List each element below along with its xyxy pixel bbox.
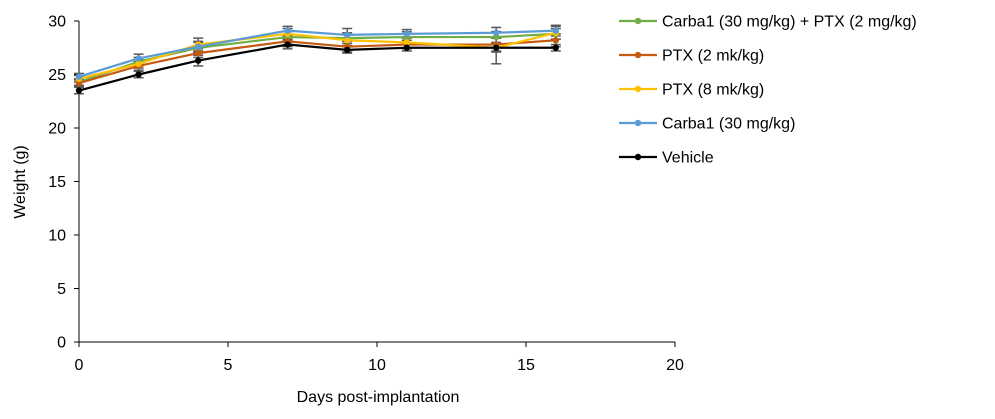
legend-item: Carba1 (30 mg/kg) (619, 116, 795, 133)
data-point (344, 37, 351, 44)
data-point (403, 44, 410, 51)
data-point (344, 46, 351, 54)
y-tick-label: 30 (48, 14, 66, 31)
data-point (135, 71, 142, 78)
data-point (493, 29, 500, 36)
data-point (195, 49, 202, 57)
series-lines (78, 29, 557, 92)
x-tick-label: 5 (224, 357, 233, 374)
legend-swatch-marker (634, 85, 642, 93)
series-line (78, 32, 556, 84)
data-point (552, 27, 559, 34)
data-point (493, 44, 500, 51)
legend-swatch-marker (634, 153, 642, 161)
series-line (78, 43, 556, 92)
data-point (552, 44, 559, 51)
series-line (78, 29, 556, 78)
legend-swatch-marker (634, 51, 642, 59)
data-point (75, 73, 83, 80)
legend-label: Carba1 (30 mg/kg) + PTX (2 mg/kg) (662, 14, 917, 31)
data-point (403, 39, 410, 46)
data-point (135, 55, 142, 62)
legend-label: Vehicle (662, 150, 714, 167)
series-line (78, 39, 556, 85)
y-tick-label: 0 (57, 335, 66, 352)
series-points (75, 27, 559, 94)
y-tick-label: 15 (48, 174, 66, 191)
legend-item: Vehicle (619, 150, 714, 167)
data-point (552, 37, 559, 44)
legend-item: PTX (2 mk/kg) (619, 48, 764, 65)
data-point (403, 30, 410, 38)
legend-item: PTX (8 mk/kg) (619, 82, 764, 99)
legend-swatch-marker (634, 17, 642, 25)
legend: Carba1 (30 mg/kg) + PTX (2 mg/kg) PTX (2 … (619, 14, 917, 167)
axes: 0 5 10 15 20 25 30 0 5 10 15 20 (48, 14, 684, 375)
legend-item: Carba1 (30 mg/kg) + PTX (2 mg/kg) (619, 14, 917, 31)
x-tick-label: 0 (75, 357, 84, 374)
x-axis-label: Days post-implantation (297, 389, 460, 406)
x-tick-label: 10 (368, 357, 386, 374)
data-point (195, 57, 202, 64)
data-point (75, 87, 83, 94)
data-point (195, 43, 202, 50)
y-axis-label: Weight (g) (12, 145, 29, 219)
data-point (344, 31, 351, 39)
y-tick-label: 20 (48, 121, 66, 138)
data-point (284, 27, 291, 34)
legend-label: PTX (2 mk/kg) (662, 48, 764, 65)
data-point (135, 60, 142, 67)
y-tick-label: 10 (48, 228, 66, 245)
legend-label: PTX (8 mk/kg) (662, 82, 764, 99)
y-tick-label: 25 (48, 67, 66, 84)
legend-swatch-marker (634, 119, 642, 127)
x-tick-label: 15 (517, 357, 535, 374)
data-point (284, 41, 291, 48)
x-tick-label: 20 (666, 357, 684, 374)
y-tick-label: 5 (57, 281, 66, 298)
legend-label: Carba1 (30 mg/kg) (662, 116, 795, 133)
